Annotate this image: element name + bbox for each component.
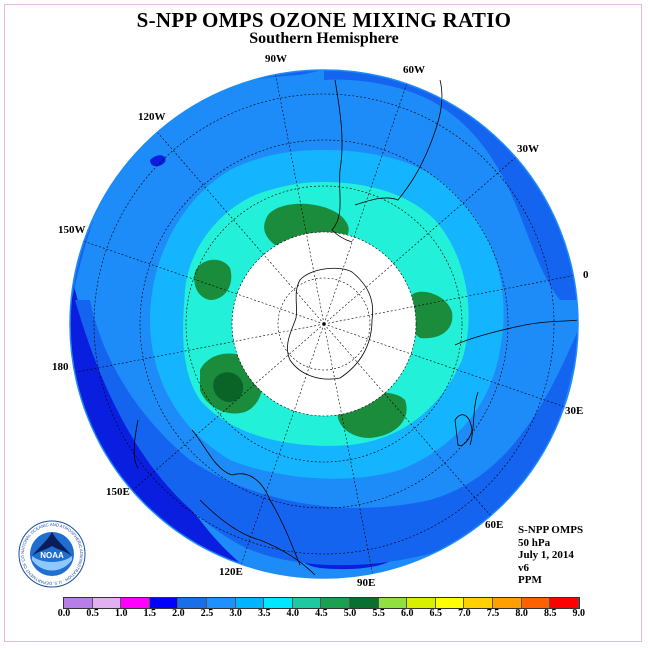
- latitude-circle: [277, 277, 371, 371]
- latitude-circle: [185, 185, 463, 463]
- ozone-level-4-5-region: [194, 259, 232, 300]
- colorbar-tick-label: 5.0: [343, 608, 357, 619]
- colorbar-tick-label: 7.5: [486, 608, 500, 619]
- noaa-logo: NATIONAL OCEANIC AND ATMOSPHERIC ADMINIS…: [18, 520, 86, 588]
- colorbar-tick-label: 5.5: [372, 608, 385, 619]
- info-instrument: S-NPP OMPS: [518, 524, 584, 536]
- new-zealand-coast: [133, 419, 139, 469]
- antarctica-coast: [287, 267, 374, 380]
- colorbar-swatch: [264, 598, 293, 608]
- australia-coast: [191, 429, 316, 576]
- colorbar-tick-label: 4.5: [315, 608, 328, 619]
- colorbar-swatch: [492, 598, 522, 608]
- lon-label-150e: 150E: [106, 486, 130, 498]
- latitude-circle: [139, 139, 509, 509]
- colorbar-tick-label: 6.0: [400, 608, 414, 619]
- info-date: July 1, 2014: [518, 549, 574, 561]
- info-units: PPM: [518, 574, 542, 586]
- colorbar-swatch: [149, 598, 179, 608]
- colorbar-swatch: [550, 598, 579, 608]
- lon-label-60e: 60E: [485, 519, 503, 531]
- colorbar-swatch: [349, 598, 379, 608]
- lon-label-150w: 150W: [58, 224, 86, 236]
- lon-label-30e: 30E: [565, 405, 583, 417]
- colorbar-tick-label: 4.0: [286, 608, 300, 619]
- colorbar-swatch: [407, 598, 436, 608]
- latitude-circle: [93, 93, 555, 555]
- colorbar-tick-label: 8.0: [515, 608, 528, 619]
- lon-label-0: 0: [583, 269, 589, 281]
- colorbar-tick-label: 8.5: [543, 608, 557, 619]
- latitude-circle: [231, 231, 417, 417]
- lon-label-90w: 90W: [265, 53, 287, 65]
- colorbar-swatch: [92, 598, 122, 608]
- graticule: [74, 74, 574, 574]
- madagascar-coast: [454, 414, 473, 447]
- colorbar-tick-label: 9.0: [572, 608, 586, 619]
- colorbar-swatch: [206, 598, 236, 608]
- page-frame: [4, 4, 642, 642]
- africa-coast: [454, 319, 579, 446]
- south-pole-marker: [322, 322, 326, 326]
- colorbar-tick-label: 1.0: [114, 608, 128, 619]
- colorbar-tick-label: 7.0: [458, 608, 471, 619]
- page-subtitle: Southern Hemisphere: [249, 30, 399, 47]
- colorbar-swatch: [321, 598, 350, 608]
- colorbar-swatch: [178, 598, 207, 608]
- lon-label-120e: 120E: [219, 566, 243, 578]
- logo-wave-icon: [32, 556, 72, 571]
- colorbar-tick-label: 1.5: [143, 608, 157, 619]
- info-level: 50 hPa: [518, 536, 551, 549]
- logo-text: NOAA: [40, 551, 64, 560]
- ozone-level-2-0-region: [150, 155, 166, 167]
- map-border: [69, 69, 579, 579]
- colorbar-swatch: [121, 598, 150, 608]
- lon-label-180: 180: [52, 361, 69, 373]
- colorbar-tick-label: 3.0: [229, 608, 242, 619]
- ozone-level-4-5-region: [410, 291, 453, 339]
- ozone-level-2-5-region: [324, 70, 578, 300]
- colorbar-swatch: [235, 598, 265, 608]
- lon-label-90e: 90E: [357, 577, 375, 589]
- page-title: S-NPP OMPS OZONE MIXING RATIO: [136, 8, 512, 32]
- colorbar-swatch: [435, 598, 465, 608]
- lon-label-120w: 120W: [138, 111, 166, 123]
- logo-bird-icon: [32, 532, 72, 556]
- ozone-level-2-5-region: [75, 300, 578, 566]
- colorbar: [63, 597, 580, 609]
- colorbar-swatch: [292, 598, 322, 608]
- coastlines: [133, 79, 579, 576]
- colorbar-swatch: [521, 598, 551, 608]
- colorbar-tick-label: 3.5: [257, 608, 271, 619]
- info-block: S-NPP OMPS 50 hPa July 1, 2014 v6 PPM: [518, 524, 583, 587]
- lon-label-60w: 60W: [403, 64, 425, 76]
- colorbar-tick-label: 0.0: [57, 608, 71, 619]
- colorbar-swatch: [464, 598, 493, 608]
- colorbar-swatch: [378, 598, 408, 608]
- colorbar-tick-label: 0.5: [86, 608, 99, 619]
- info-version: v6: [518, 561, 529, 574]
- colorbar-swatch: [64, 598, 93, 608]
- colorbar-tick-label: 2.0: [172, 608, 185, 619]
- ozone-level-5-0-region: [213, 372, 244, 403]
- longitude-labels: 90W 60W 120W 30W 150W 0 180 30E 150E 60E…: [52, 53, 589, 589]
- colorbar-tick-label: 2.5: [200, 608, 214, 619]
- lon-label-30w: 30W: [517, 143, 539, 155]
- south-america-coast: [331, 79, 443, 243]
- colorbar-tick-label: 6.5: [429, 608, 443, 619]
- ozone-field: [70, 70, 578, 578]
